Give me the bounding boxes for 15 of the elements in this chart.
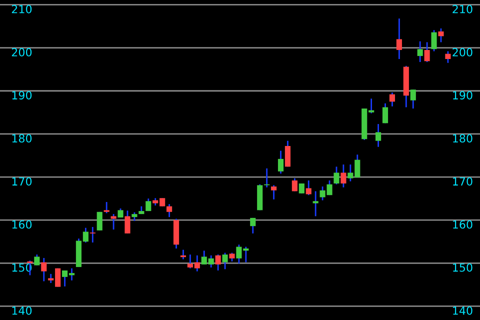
y2-tick-label: 170 [453,177,472,186]
y-tick-label: 210 [12,4,32,14]
y-tick-label: 160 [12,220,32,229]
y2-tick-label: 190 [453,91,472,100]
y2-tick-label: 150 [453,263,472,272]
y2-tick-label: 140 [453,306,472,315]
y-tick-label: 190 [12,91,32,100]
y2-tick-label: 180 [453,134,472,143]
y-tick-label: 140 [12,306,32,315]
y2-tick-label: 160 [453,220,472,229]
y-tick-label: 200 [12,48,32,56]
y-tick-label: 170 [12,177,32,186]
y2-tick-label: 200 [452,48,472,56]
y-tick-label: 180 [12,134,32,143]
y2-tick-label: 210 [452,4,472,14]
